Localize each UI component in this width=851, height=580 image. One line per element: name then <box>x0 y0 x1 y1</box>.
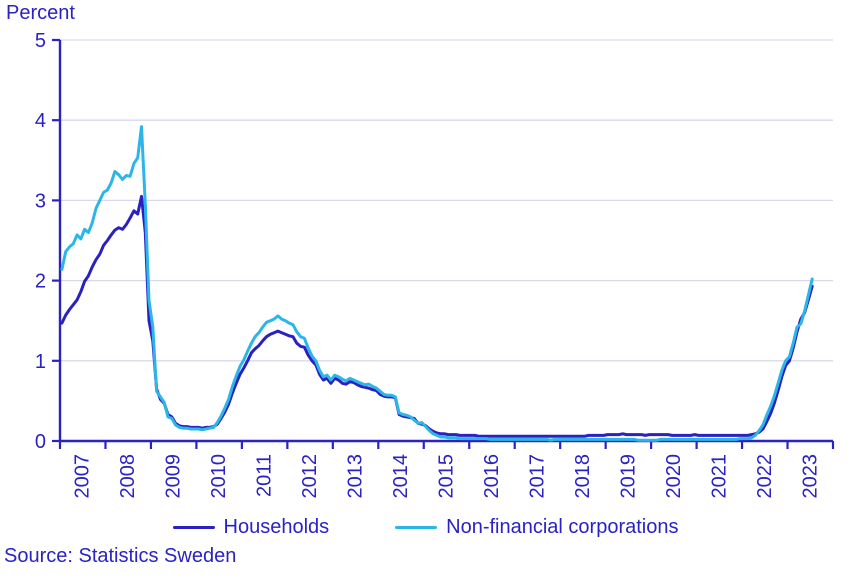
legend-item-households: Households <box>172 515 330 539</box>
svg-text:2011: 2011 <box>254 454 276 497</box>
svg-text:2018: 2018 <box>572 454 594 499</box>
svg-text:2008: 2008 <box>117 454 139 499</box>
svg-text:2012: 2012 <box>299 454 321 499</box>
svg-text:2013: 2013 <box>345 454 367 499</box>
svg-text:2: 2 <box>35 271 46 293</box>
svg-text:4: 4 <box>35 110 46 132</box>
svg-text:2007: 2007 <box>72 454 94 499</box>
svg-text:5: 5 <box>35 30 46 52</box>
svg-text:2014: 2014 <box>390 454 412 499</box>
chart-canvas: 0 1 2 3 4 5 2007 2008 2009 2010 2011 2012 2013 2014 20… <box>35 30 835 499</box>
households-line-swatch-icon <box>172 525 215 529</box>
svg-text:2023: 2023 <box>799 454 821 499</box>
svg-text:2017: 2017 <box>526 454 548 499</box>
svg-text:2015: 2015 <box>436 454 458 499</box>
non-financial-corporations-line-swatch-icon <box>395 525 438 529</box>
chart-legend: Households Non-financial corporations <box>0 512 851 542</box>
legend-label-non-financial-corporations: Non-financial corporations <box>446 515 679 538</box>
svg-text:2009: 2009 <box>163 454 185 499</box>
legend-item-non-financial-corporations: Non-financial corporations <box>395 516 678 539</box>
svg-text:2016: 2016 <box>481 454 503 499</box>
svg-text:1: 1 <box>35 351 46 373</box>
svg-text:2022: 2022 <box>754 454 776 499</box>
legend-label-households: Households <box>223 515 330 538</box>
y-axis-unit-label: Percent <box>6 2 75 24</box>
svg-text:2019: 2019 <box>617 454 639 499</box>
svg-text:2010: 2010 <box>208 454 230 499</box>
svg-text:0: 0 <box>35 431 46 453</box>
svg-text:2021: 2021 <box>708 454 730 499</box>
svg-text:3: 3 <box>35 190 46 212</box>
source-label: Source: Statistics Sweden <box>4 545 237 567</box>
svg-text:2020: 2020 <box>663 454 685 499</box>
